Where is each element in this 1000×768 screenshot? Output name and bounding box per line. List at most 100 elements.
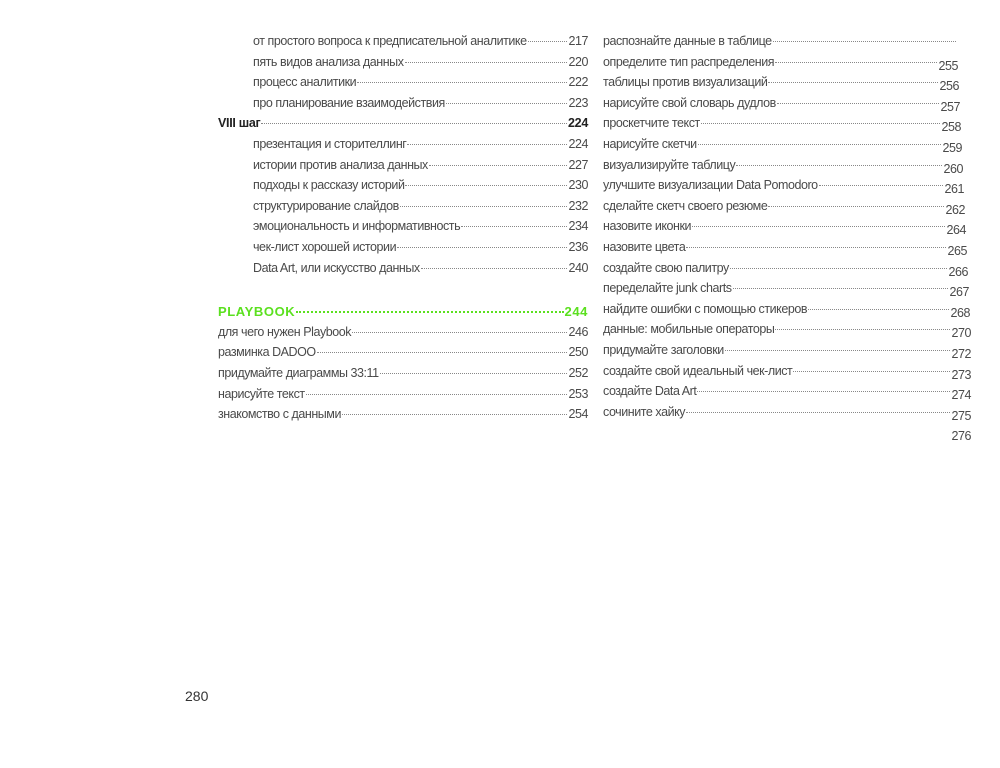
toc-entry[interactable]: назовите цвета 265 [603, 240, 971, 261]
toc-entry[interactable]: Data Art, или искусство данных 240 [218, 261, 588, 282]
dot-leader [261, 123, 568, 125]
dot-leader [461, 226, 568, 228]
toc-entry-page: 273 [951, 367, 971, 382]
toc-entry[interactable]: сделайте скетч своего резюме 262 [603, 199, 971, 220]
toc-entry-page: 259 [942, 140, 962, 155]
toc-entry[interactable]: назовите иконки 264 [603, 219, 971, 240]
dot-leader [379, 372, 568, 374]
toc-entry[interactable]: найдите ошибки с помощью стикеров 268 [603, 302, 971, 323]
toc-entry[interactable]: нарисуйте свой словарь дудлов 257 [603, 96, 971, 117]
toc-entry-title: проскетчите текст [603, 116, 700, 131]
toc-entry-page: 264 [946, 223, 966, 238]
dot-leader [692, 226, 946, 228]
toc-entry[interactable]: эмоциональность и информативность 234 [218, 219, 588, 240]
dot-leader [404, 61, 568, 63]
toc-trailing-page: 276 [603, 425, 971, 446]
toc-entry-title: пять видов анализа данных [253, 54, 404, 69]
toc-entry[interactable]: про планирование взаимодействия 223 [218, 96, 588, 117]
page-number: 280 [185, 688, 209, 704]
toc-entry[interactable]: от простого вопроса к предписательной ан… [218, 34, 588, 55]
toc-entry[interactable]: создайте свою палитру 266 [603, 261, 971, 282]
toc-entry-page: 240 [568, 260, 588, 275]
toc-entry-page: 257 [940, 99, 960, 114]
toc-entry[interactable]: данные: мобильные операторы 270 [603, 322, 971, 343]
toc-entry[interactable]: создайте Data Art 274 [603, 384, 971, 405]
toc-entry[interactable]: нарисуйте текст 253 [218, 387, 588, 408]
toc-entry[interactable]: разминка DADOO 250 [218, 345, 588, 366]
dot-leader [724, 349, 951, 351]
dot-leader [397, 246, 568, 248]
toc-entry[interactable]: PLAYBOOK 244 [218, 304, 588, 325]
toc-entry[interactable]: создайте свой идеальный чек-лист 273 [603, 364, 971, 385]
toc-entry[interactable]: переделайте junk charts 267 [603, 281, 971, 302]
toc-entry[interactable]: истории против анализа данных 227 [218, 158, 588, 179]
toc-entry[interactable]: придумайте заголовки 272 [603, 343, 971, 364]
toc-entry-page: 236 [568, 239, 588, 254]
toc-entry[interactable]: презентация и сторителлинг 224 [218, 137, 588, 158]
toc-entry[interactable]: визуализируйте таблицу 260 [603, 158, 971, 179]
dot-leader [732, 288, 949, 290]
toc-entry-title: сделайте скетч своего резюме [603, 198, 768, 213]
dot-leader [775, 61, 938, 63]
toc-entry[interactable]: процесс аналитики 222 [218, 75, 588, 96]
toc-entry[interactable]: структурирование слайдов 232 [218, 199, 588, 220]
toc-entry-title: придумайте заголовки [603, 342, 724, 357]
toc-entry-page: 252 [568, 365, 588, 380]
dot-leader [428, 164, 568, 166]
toc-entry-page: 217 [568, 34, 588, 48]
toc-entry-page: 224 [568, 136, 588, 151]
toc-entry[interactable]: улучшите визуализации Data Pomodoro 261 [603, 178, 971, 199]
toc-entry-page: 230 [568, 178, 588, 193]
toc-entry-title: визуализируйте таблицу [603, 157, 736, 172]
toc-entry[interactable]: подходы к рассказу историй 230 [218, 178, 588, 199]
toc-entry[interactable]: VIII шаг 224 [218, 116, 588, 137]
toc-entry-title: истории против анализа данных [253, 157, 428, 172]
toc-entry-page: 268 [950, 305, 970, 320]
toc-entry-title: переделайте junk charts [603, 281, 732, 296]
toc-entry[interactable]: для чего нужен Playbook 246 [218, 325, 588, 346]
dot-leader [775, 329, 951, 331]
dot-leader [341, 414, 568, 416]
toc-right-column: распознайте данные в таблице определите т… [603, 34, 971, 446]
dot-leader [776, 102, 940, 104]
toc-entry[interactable]: чек-лист хорошей истории 236 [218, 240, 588, 261]
toc-entry-title: улучшите визуализации Data Pomodoro [603, 178, 818, 193]
toc-entry[interactable]: пять видов анализа данных 220 [218, 55, 588, 76]
dot-leader [445, 102, 568, 104]
dot-leader [697, 391, 951, 393]
toc-entry[interactable]: придумайте диаграммы 33:11 252 [218, 366, 588, 387]
toc-entry-title: для чего нужен Playbook [218, 324, 352, 339]
dot-leader [772, 41, 956, 42]
toc-entry-page: 227 [568, 157, 588, 172]
dot-leader [357, 82, 568, 84]
toc-entry-page: 254 [568, 407, 588, 422]
toc-entry-title: эмоциональность и информативность [253, 219, 461, 234]
toc-entry[interactable]: сочините хайку 275 [603, 405, 971, 426]
toc-entry-title: нарисуйте текст [218, 386, 305, 401]
toc-entry-page: 232 [568, 198, 588, 213]
toc-entry-page: 265 [947, 243, 967, 258]
toc-entry-page: 262 [945, 202, 965, 217]
toc-entry-page: 275 [951, 408, 971, 423]
toc-entry[interactable]: нарисуйте скетчи 259 [603, 137, 971, 158]
toc-entry[interactable]: проскетчите текст 258 [603, 116, 971, 137]
toc-entry-title: таблицы против визуализаций [603, 75, 768, 90]
toc-entry[interactable]: знакомство с данными 254 [218, 407, 588, 428]
toc-entry-page: 220 [568, 54, 588, 69]
toc-entry-page: 276 [951, 429, 971, 444]
dot-leader [686, 246, 947, 248]
toc-entry-title: Data Art, или искусство данных [253, 260, 420, 275]
toc-entry-title: чек-лист хорошей истории [253, 239, 397, 254]
dot-leader [296, 311, 564, 314]
dot-leader [405, 185, 568, 187]
toc-entry-page: 246 [568, 324, 588, 339]
dot-leader [793, 370, 951, 372]
dot-leader [818, 185, 944, 187]
dot-leader [399, 205, 568, 207]
toc-entry[interactable]: таблицы против визуализаций 256 [603, 75, 971, 96]
toc-entry[interactable]: определите тип распределения 255 [603, 55, 971, 76]
toc-entry-title: от простого вопроса к предписательной ан… [253, 34, 527, 48]
toc-entry-page: 272 [951, 346, 971, 361]
toc-entry[interactable]: распознайте данные в таблице [603, 34, 971, 55]
toc-entry-page: 255 [938, 58, 958, 73]
